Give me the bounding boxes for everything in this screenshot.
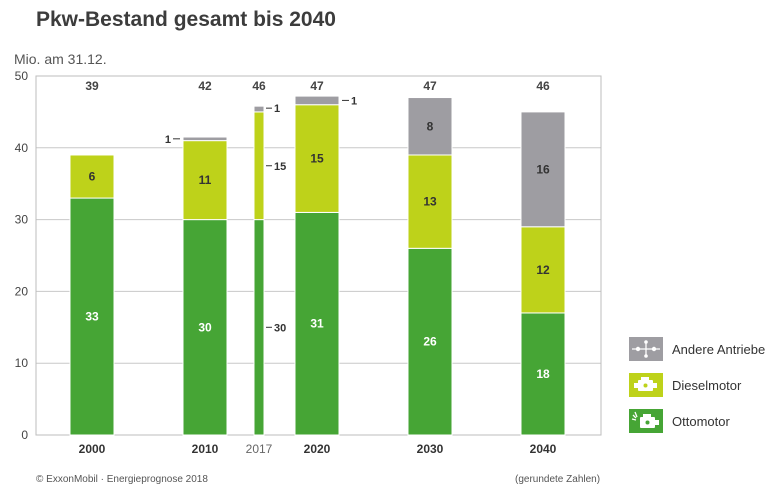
x-tick-label: 2040 — [530, 442, 557, 456]
plug-icon — [629, 337, 663, 361]
x-tick-label: 2000 — [79, 442, 106, 456]
legend-label: Ottomotor — [672, 413, 730, 429]
total-label: 46 — [252, 79, 266, 93]
segment-label: 26 — [423, 335, 437, 349]
legend-item-dieselmotor: Dieselmotor — [629, 372, 765, 398]
segment-label: 30 — [274, 322, 286, 334]
bar-segment-dieselmotor — [69, 154, 115, 199]
segment-label: 15 — [274, 161, 286, 173]
x-tick-label: 2030 — [417, 442, 444, 456]
stacked-bar-chart: 0102030405033639200030111422010301514620… — [15, 69, 602, 456]
bar-segment-ottomotor — [182, 219, 228, 436]
bar-segment-andere-antriebe — [253, 105, 265, 113]
bar-segment-dieselmotor — [253, 111, 265, 221]
y-tick-label: 40 — [15, 141, 29, 155]
x-tick-label: 2010 — [192, 442, 219, 456]
source-note: © ExxonMobil · Energieprognose 2018 — [36, 474, 208, 485]
bar-segment-andere-antriebe — [294, 95, 340, 106]
segment-label: 8 — [427, 119, 434, 133]
segment-label: 1 — [165, 134, 171, 146]
diesel-engine-icon — [629, 373, 663, 397]
bar-segment-ottomotor — [69, 197, 115, 436]
bar-segment-andere-antriebe — [407, 97, 453, 156]
chart-title: Pkw-Bestand gesamt bis 2040 — [36, 8, 336, 31]
y-tick-label: 50 — [15, 69, 29, 83]
legend-label: Dieselmotor — [672, 377, 742, 393]
bar-segment-ottomotor — [253, 219, 265, 436]
bar-segment-dieselmotor — [407, 154, 453, 249]
petrol-engine-icon — [629, 409, 663, 433]
total-label: 47 — [310, 79, 324, 93]
total-label: 47 — [423, 79, 437, 93]
bar-segment-dieselmotor — [520, 226, 566, 314]
bar-segment-ottomotor — [294, 211, 340, 436]
bar-segment-andere-antriebe — [182, 136, 228, 142]
segment-label: 1 — [274, 103, 280, 115]
segment-label: 6 — [89, 170, 96, 184]
x-tick-label: 2017 — [246, 442, 273, 456]
bar-segment-dieselmotor — [294, 104, 340, 213]
rounding-note: (gerundete Zahlen) — [515, 474, 601, 485]
x-tick-label: 2020 — [304, 442, 331, 456]
bar-segment-ottomotor — [407, 247, 453, 436]
segment-label: 30 — [198, 320, 212, 334]
bar-segment-dieselmotor — [182, 140, 228, 221]
segment-label: 12 — [536, 263, 550, 277]
y-tick-label: 0 — [21, 428, 28, 442]
legend-label: Andere Antriebe — [672, 341, 766, 357]
total-label: 46 — [536, 79, 550, 93]
y-tick-label: 30 — [15, 213, 29, 227]
segment-label: 15 — [310, 152, 324, 166]
segment-label: 33 — [85, 310, 99, 324]
segment-label: 11 — [199, 173, 212, 187]
total-label: 39 — [85, 79, 99, 93]
segment-label: 1 — [351, 95, 357, 107]
unit-label: Mio. am 31.12. — [14, 51, 107, 67]
y-tick-label: 20 — [15, 284, 29, 298]
bar-segment-andere-antriebe — [520, 111, 566, 228]
legend-item-ottomotor: Ottomotor — [629, 408, 765, 434]
legend: Andere Antriebe Dieselmotor — [629, 336, 765, 444]
segment-label: 13 — [423, 195, 437, 209]
total-label: 42 — [198, 79, 212, 93]
segment-label: 31 — [310, 317, 324, 331]
segment-label: 16 — [536, 162, 550, 176]
y-tick-label: 10 — [15, 356, 29, 370]
legend-item-andere-antriebe: Andere Antriebe — [629, 336, 765, 362]
segment-label: 18 — [536, 367, 550, 381]
